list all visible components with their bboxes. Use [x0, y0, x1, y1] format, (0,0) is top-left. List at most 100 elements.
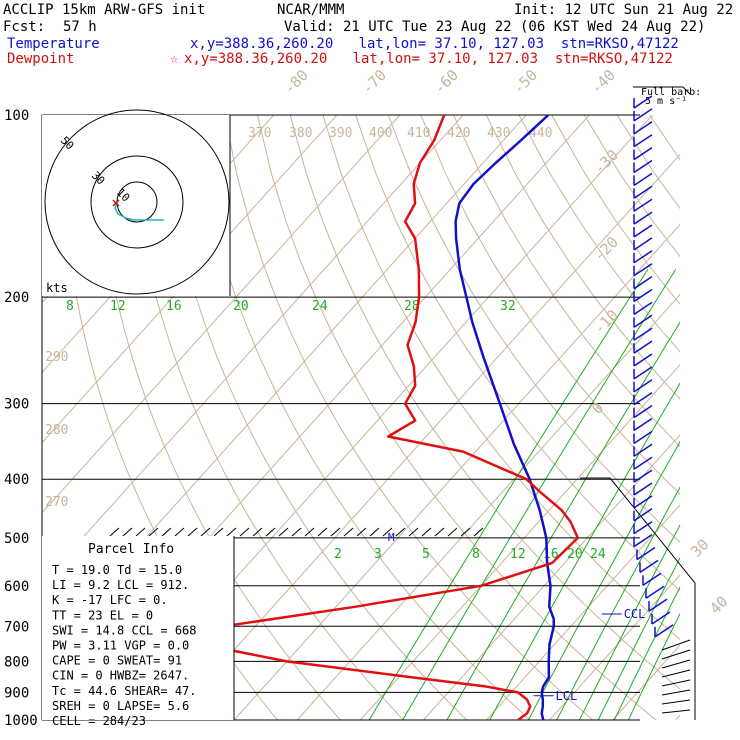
hatch-mark	[330, 527, 341, 537]
pressure-tick-label: 900	[4, 685, 29, 701]
wind-barb	[633, 430, 653, 445]
isotherm-line	[486, 504, 680, 720]
temperature-axis-label: -70	[358, 66, 390, 98]
hatch-mark	[473, 527, 484, 537]
low-level-barb	[661, 639, 691, 651]
forecast-hour: 57 h	[63, 19, 97, 35]
isotherm-line	[296, 293, 680, 720]
model-title: ACCLIP 15km ARW-GFS init	[3, 2, 206, 18]
theta-label: 370	[248, 126, 271, 141]
hodograph-background	[42, 115, 230, 296]
hatch-mark	[148, 527, 159, 537]
wind-barb	[633, 443, 653, 457]
barb-title-line1: Full barb:	[641, 87, 701, 98]
wind-barb	[633, 353, 653, 367]
isotherm-line	[42, 115, 401, 514]
pressure-tick-label: 500	[4, 531, 29, 547]
isotherm-line	[423, 434, 680, 720]
barb-sample-flag	[682, 86, 691, 95]
mixing-ratio-label: 28	[404, 299, 420, 314]
mixing-ratio-line	[556, 486, 680, 720]
mixing-ratio-label: 12	[510, 547, 526, 562]
temperature-axis-label: -60	[430, 66, 462, 98]
hatch-mark	[252, 527, 263, 537]
wind-barb	[633, 314, 653, 328]
parcel-row: CELL = 284/23	[52, 714, 146, 728]
mixing-ratio-label: 24	[590, 547, 606, 562]
mixing-ratio-label: 16	[166, 299, 182, 314]
hatch-mark	[317, 527, 328, 537]
parcel-row: Tc = 44.6 SHEAR= 47.	[52, 684, 197, 698]
hatch-mark	[408, 527, 419, 537]
wind-barb	[633, 456, 653, 470]
mixing-ratio-line	[446, 321, 680, 720]
mixing-ratio-label: 8	[472, 547, 480, 562]
pressure-tick-label: 600	[4, 579, 29, 595]
hatch-mark	[382, 527, 393, 537]
low-level-barb	[661, 669, 691, 678]
parcel-row: CIN = 0 HWBZ= 2647.	[52, 669, 189, 683]
forecast-label: Fcst:	[3, 19, 46, 35]
dewpoint-legend: Dewpoint	[7, 51, 75, 67]
parcel-row: K = -17 LFC = 0.	[52, 593, 168, 607]
wind-barb	[633, 521, 653, 535]
low-level-barb	[661, 649, 691, 660]
parcel-row: SWI = 14.8 CCL = 668	[52, 623, 197, 637]
wind-barb	[633, 301, 653, 316]
dry-adiabat-line	[159, 115, 467, 720]
hatch-mark	[304, 527, 315, 537]
low-level-barb	[661, 699, 691, 705]
low-level-barb	[661, 689, 691, 696]
wind-barb	[651, 611, 671, 625]
temperature-axis-label: 40	[706, 592, 732, 618]
mixing-ratio-line	[627, 612, 680, 720]
dry-adiabat-line	[355, 115, 680, 592]
wind-barb	[633, 250, 653, 264]
theta-label: 280	[45, 423, 68, 438]
hatch-mark	[122, 527, 133, 537]
hodograph-ring	[90, 155, 184, 249]
wind-barb	[636, 546, 656, 561]
temperature-axis-label: -40	[587, 66, 619, 98]
hodograph-trace	[114, 202, 164, 221]
parcel-panel-title: Parcel Info	[88, 542, 174, 557]
dry-adiabat-line	[485, 115, 680, 400]
hodograph-ring	[44, 109, 230, 295]
parcel-row: T = 19.0 Td = 15.0	[52, 563, 182, 577]
theta-label: 440	[529, 126, 552, 141]
wind-barb	[633, 404, 653, 419]
hatch-mark	[343, 527, 354, 537]
lcl-label: LCL	[556, 689, 578, 703]
hatch-mark	[226, 527, 237, 537]
profiles	[181, 115, 622, 720]
hatch-mark	[421, 527, 432, 537]
pressure-tick-label: 300	[4, 397, 29, 413]
dry-adiabat-line	[420, 115, 680, 495]
wind-barb	[633, 108, 653, 122]
isotherm-line	[675, 714, 680, 720]
mixing-ratio-label: 24	[312, 299, 328, 314]
mixing-ratio-line	[613, 586, 680, 720]
hatch-mark	[187, 527, 198, 537]
hodograph-units: kts	[46, 281, 68, 295]
valid-time: Valid: 21 UTC Tue 23 Aug 22 (06 KST Wed …	[284, 19, 706, 35]
temperature-axis-label: -30	[590, 146, 622, 178]
temperature-axis-label: -50	[509, 66, 541, 98]
mixing-ratio-label: 8	[66, 299, 74, 314]
hatch-mark	[109, 527, 120, 537]
parcel-panel-background	[42, 536, 234, 720]
mixing-ratio-line	[402, 269, 677, 720]
wind-barb	[633, 172, 653, 187]
wind-barb	[633, 340, 653, 354]
wind-barb	[633, 533, 653, 548]
parcel-row: TT = 23 EL = 0	[52, 608, 153, 622]
hatch-mark	[460, 527, 471, 537]
mixing-ratio-line	[527, 440, 680, 720]
mixing-ratio-label: 3	[374, 547, 382, 562]
wind-barb	[633, 495, 653, 509]
mixing-ratio-line	[578, 524, 680, 720]
dewpoint-marker: ☆	[170, 51, 179, 67]
temperature-legend: Temperature	[7, 36, 100, 52]
